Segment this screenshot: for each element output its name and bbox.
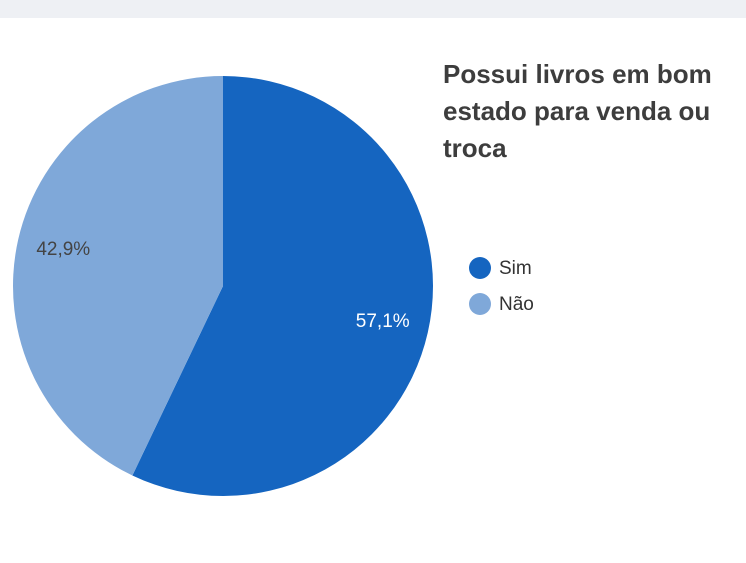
legend-label: Sim: [499, 258, 532, 279]
top-bar: [0, 0, 746, 18]
chart-title: Possui livros em bom estado para venda o…: [443, 59, 712, 163]
slice-label: 57,1%: [356, 311, 410, 332]
pie-slice: [12, 76, 223, 476]
pie-slice: [132, 76, 433, 496]
slice-label: 42,9%: [36, 239, 90, 260]
legend-swatch: [469, 293, 491, 315]
legend-label: Não: [499, 294, 534, 315]
legend-swatch: [469, 257, 491, 279]
